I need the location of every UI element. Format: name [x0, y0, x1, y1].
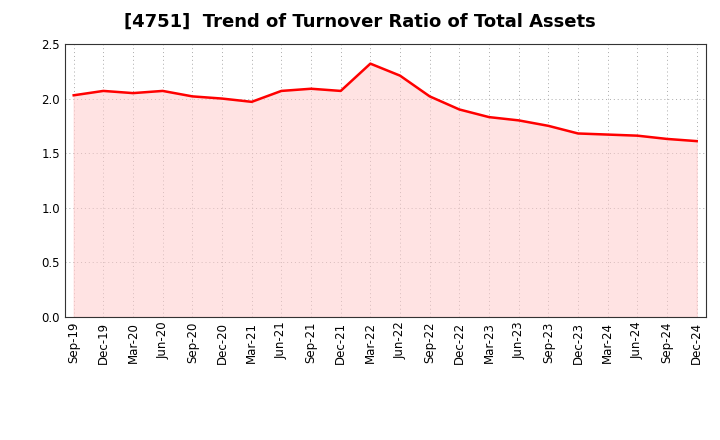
Text: [4751]  Trend of Turnover Ratio of Total Assets: [4751] Trend of Turnover Ratio of Total … — [124, 13, 596, 31]
